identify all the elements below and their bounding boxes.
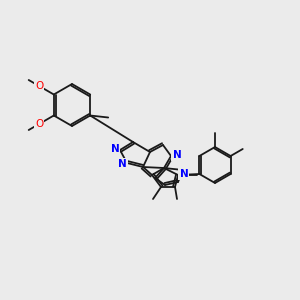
Text: N: N	[119, 161, 127, 171]
Text: N: N	[111, 145, 119, 155]
Text: N: N	[172, 150, 180, 160]
Text: O: O	[35, 119, 43, 129]
Text: N: N	[118, 159, 126, 169]
Text: O: O	[35, 81, 43, 91]
Text: N: N	[180, 169, 188, 179]
Text: N: N	[172, 150, 182, 160]
Text: N: N	[179, 169, 187, 179]
Text: N: N	[111, 144, 119, 154]
